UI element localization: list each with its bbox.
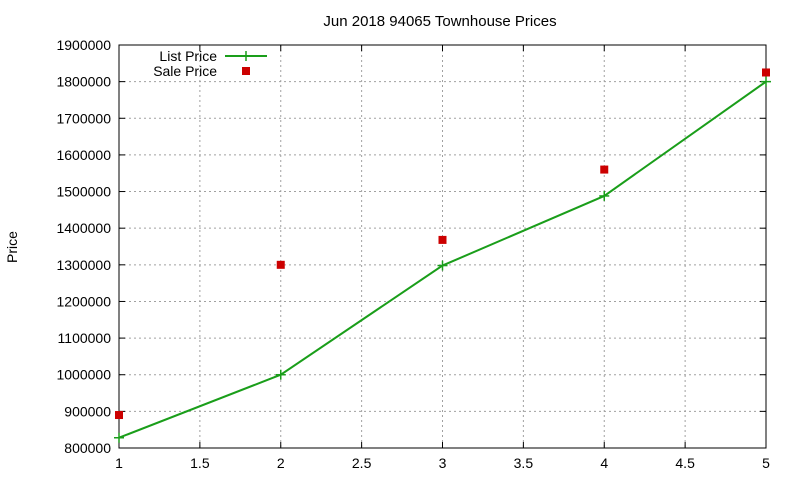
sale-price-point: [276, 260, 285, 269]
x-tick-label: 3: [439, 455, 447, 471]
sale-price-point: [438, 235, 447, 244]
list-price-point: [599, 190, 610, 201]
x-tick-label: 4.5: [675, 455, 695, 471]
list-price-point: [761, 76, 771, 87]
y-tick-label: 900000: [64, 403, 111, 419]
list-price-point: [437, 260, 448, 271]
series-list-price: [114, 76, 771, 443]
legend-plus-marker: [241, 51, 251, 61]
sale-price-point: [600, 165, 609, 174]
x-tick-label: 2.5: [352, 455, 372, 471]
sale-price-point: [762, 68, 770, 77]
x-tick-label: 3.5: [514, 455, 534, 471]
x-tick-label: 2: [277, 455, 285, 471]
y-tick-label: 1800000: [56, 74, 111, 90]
list-price-point: [114, 432, 124, 443]
y-axis-label: Price: [4, 231, 20, 263]
y-tick-label: 1000000: [56, 367, 111, 383]
y-tick-label: 1500000: [56, 184, 111, 200]
series-sale-price: [115, 68, 770, 420]
y-tick-label: 1100000: [58, 330, 112, 346]
y-tick-label: 1400000: [56, 220, 111, 236]
x-tick-label: 1: [115, 455, 123, 471]
y-tick-label: 1700000: [56, 110, 111, 126]
y-tick-label: 1300000: [56, 257, 111, 273]
y-tick-label: 1900000: [56, 37, 111, 53]
x-tick-label: 5: [762, 455, 770, 471]
x-tick-label: 1.5: [190, 455, 210, 471]
legend-label: List Price: [159, 48, 217, 64]
legend-label: Sale Price: [153, 63, 217, 79]
grid-layer: [119, 45, 766, 448]
chart-title: Jun 2018 94065 Townhouse Prices: [323, 13, 556, 30]
sale-price-point: [115, 411, 123, 420]
y-tick-label: 1200000: [56, 293, 111, 309]
plot-frame: [118, 44, 767, 449]
list-price-point: [275, 369, 286, 380]
axes-layer: 1 1.5 2 2.5 3 3.5 4 4.5 5 800000 900000 1000000 1100…: [56, 37, 770, 471]
y-tick-label: 1600000: [56, 147, 111, 163]
y-tick-label: 800000: [64, 440, 111, 456]
series-layer: [114, 68, 771, 443]
legend-square-marker: [242, 67, 250, 75]
x-tick-label: 4: [600, 455, 608, 471]
